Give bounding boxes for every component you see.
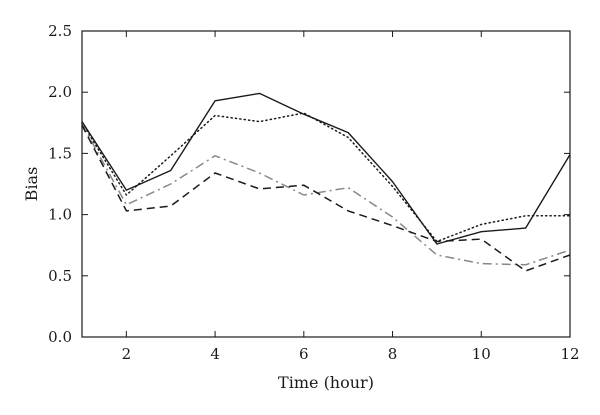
x-axis-label: Time (hour) — [278, 373, 374, 392]
x-tick-labels: 2 4 6 8 10 12 — [122, 345, 580, 363]
x-tick-label: 12 — [560, 345, 579, 363]
axis-ticks — [82, 30, 571, 338]
x-tick-label: 10 — [472, 345, 491, 363]
series-line-dashdot — [81, 123, 571, 266]
x-tick-label: 6 — [299, 345, 309, 363]
y-tick-label: 2.5 — [48, 22, 72, 40]
series-line-dashed — [81, 124, 571, 272]
y-tick-label: 0.5 — [48, 267, 72, 285]
y-axis-label: Bias — [22, 167, 41, 202]
y-tick-label: 1.0 — [48, 206, 72, 224]
x-tick-label: 2 — [122, 345, 132, 363]
y-tick-label: 1.5 — [48, 144, 72, 162]
y-tick-label: 0.0 — [48, 328, 72, 346]
series-line-solid — [81, 92, 571, 245]
y-tick-label: 2.0 — [48, 83, 72, 101]
x-tick-label: 8 — [388, 345, 398, 363]
y-tick-labels: 0.0 0.5 1.0 1.5 2.0 2.5 — [48, 22, 72, 346]
chart-series — [81, 92, 571, 272]
x-tick-label: 4 — [210, 345, 220, 363]
plot-frame — [81, 30, 571, 338]
series-line-dotted — [81, 112, 571, 243]
